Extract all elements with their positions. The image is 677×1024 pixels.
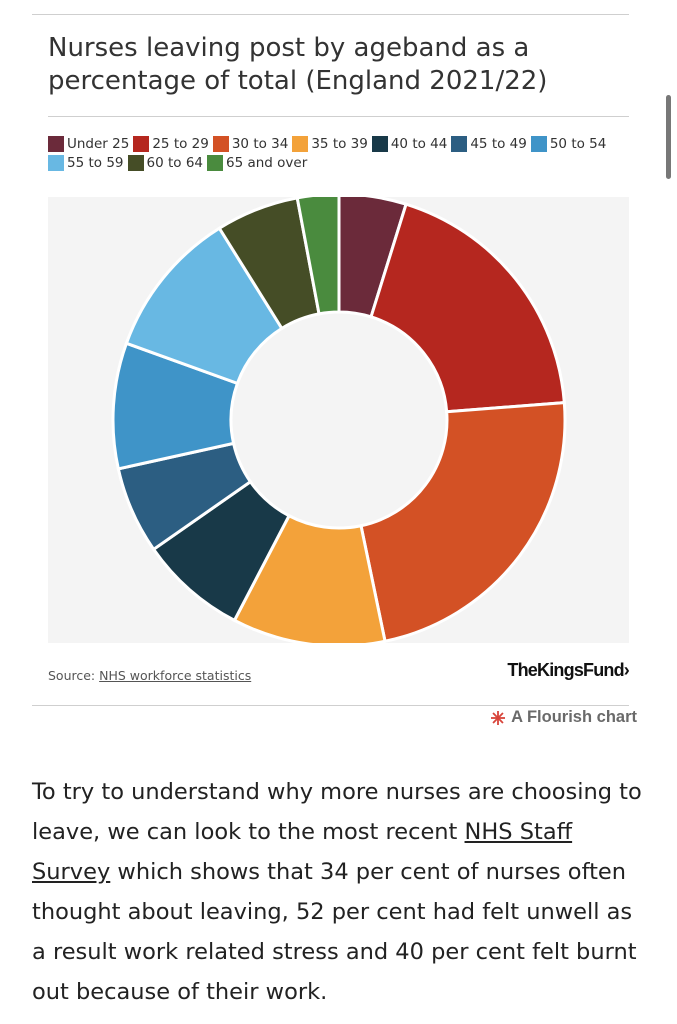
legend-item[interactable]: 30 to 34 [213,136,289,152]
legend-label: 50 to 54 [550,136,607,152]
legend-item[interactable]: 55 to 59 [48,155,124,171]
donut-slice[interactable] [361,403,565,642]
flourish-label: A Flourish chart [511,708,637,727]
donut-slice[interactable] [371,204,564,412]
legend-swatch [48,155,64,171]
legend-item[interactable]: 40 to 44 [372,136,448,152]
legend-swatch [531,136,547,152]
article-paragraph: To try to understand why more nurses are… [32,772,652,1012]
chart-bottom-divider [32,705,629,706]
source-label: Source: [48,668,95,683]
legend-item[interactable]: Under 25 [48,136,129,152]
legend-label: 40 to 44 [391,136,448,152]
donut-chart [48,197,629,643]
scrollbar-thumb[interactable] [666,95,671,179]
title-divider [48,116,629,117]
legend-swatch [213,136,229,152]
legend-item[interactable]: 35 to 39 [292,136,368,152]
legend-swatch [372,136,388,152]
flourish-icon-ray [500,719,504,723]
flourish-icon-ray [500,713,504,717]
kings-fund-logo[interactable]: TheKingsFund› [507,660,629,681]
chart-legend: Under 25 25 to 29 30 to 34 35 to 39 40 to 44… [48,136,608,171]
legend-label: 25 to 29 [152,136,209,152]
flourish-icon-ray [493,713,497,717]
flourish-asterisk-icon [490,710,506,726]
legend-swatch [292,136,308,152]
legend-label: 30 to 34 [232,136,289,152]
legend-item[interactable]: 60 to 64 [128,155,204,171]
legend-swatch [128,155,144,171]
flourish-credit[interactable]: A Flourish chart [490,708,637,727]
chart-title: Nurses leaving post by ageband as a perc… [48,32,628,98]
source-link[interactable]: NHS workforce statistics [99,668,251,683]
legend-swatch [207,155,223,171]
legend-item[interactable]: 65 and over [207,155,307,171]
legend-label: 55 to 59 [67,155,124,171]
legend-label: Under 25 [67,136,129,152]
legend-item[interactable]: 45 to 49 [451,136,527,152]
top-divider [32,14,629,15]
legend-swatch [48,136,64,152]
chart-source: Source: NHS workforce statistics [48,668,251,683]
legend-swatch [133,136,149,152]
article-text-after: which shows that 34 per cent of nurses o… [32,859,637,1005]
flourish-icon-ray [493,719,497,723]
legend-label: 45 to 49 [470,136,527,152]
flourish-icon-center [496,715,500,719]
legend-item[interactable]: 25 to 29 [133,136,209,152]
legend-label: 60 to 64 [147,155,204,171]
legend-label: 65 and over [226,155,307,171]
legend-swatch [451,136,467,152]
legend-item[interactable]: 50 to 54 [531,136,607,152]
legend-label: 35 to 39 [311,136,368,152]
